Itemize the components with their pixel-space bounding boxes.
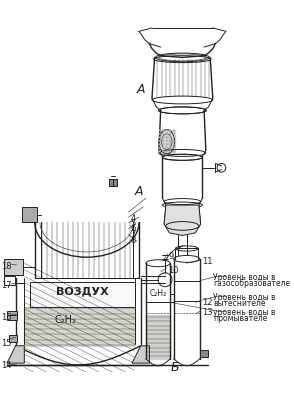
Circle shape: [169, 147, 171, 149]
Circle shape: [173, 147, 175, 149]
Circle shape: [169, 129, 171, 132]
Circle shape: [159, 140, 161, 142]
Polygon shape: [24, 307, 135, 346]
Circle shape: [162, 136, 164, 138]
Text: 7: 7: [130, 230, 136, 239]
Circle shape: [173, 143, 175, 145]
Circle shape: [169, 150, 171, 152]
Circle shape: [169, 136, 171, 138]
Circle shape: [162, 143, 164, 145]
Bar: [30, 282, 135, 307]
Bar: [22, 207, 37, 222]
Text: 15: 15: [1, 339, 11, 348]
Text: ВОЗДУХ: ВОЗДУХ: [56, 286, 109, 296]
Polygon shape: [7, 346, 24, 363]
Circle shape: [166, 140, 168, 142]
Text: 16: 16: [1, 313, 11, 322]
Text: 12: 12: [202, 298, 213, 307]
Circle shape: [166, 136, 168, 138]
Text: 4: 4: [130, 214, 136, 223]
Circle shape: [159, 129, 161, 132]
Text: 5: 5: [130, 219, 136, 228]
Text: 10: 10: [168, 266, 179, 275]
Text: 11: 11: [202, 257, 213, 266]
Bar: [7, 311, 17, 320]
Text: 17: 17: [1, 282, 11, 290]
Text: А: А: [135, 185, 143, 198]
Polygon shape: [132, 346, 149, 363]
Text: вытеснителе: вытеснителе: [213, 299, 265, 308]
Text: C₂H₂: C₂H₂: [54, 315, 76, 325]
Circle shape: [173, 150, 175, 152]
Text: 6: 6: [130, 224, 136, 233]
Polygon shape: [146, 315, 170, 359]
Circle shape: [173, 129, 175, 132]
Text: Уровень воды в: Уровень воды в: [213, 273, 275, 282]
Circle shape: [162, 140, 164, 142]
Circle shape: [166, 129, 168, 132]
Circle shape: [166, 143, 168, 145]
Polygon shape: [159, 130, 175, 154]
Bar: [200, 350, 208, 357]
Text: уровень воды в: уровень воды в: [213, 308, 275, 316]
Circle shape: [159, 150, 161, 152]
Circle shape: [159, 143, 161, 145]
Bar: [108, 179, 117, 186]
Text: 13: 13: [202, 308, 213, 318]
Polygon shape: [164, 205, 201, 236]
Circle shape: [166, 133, 168, 135]
Text: газособразователе: газособразователе: [213, 279, 290, 288]
Circle shape: [173, 140, 175, 142]
Circle shape: [159, 136, 161, 138]
Text: 14: 14: [1, 361, 11, 370]
Circle shape: [159, 147, 161, 149]
Text: 18: 18: [1, 262, 11, 270]
Text: 8: 8: [130, 236, 136, 245]
Circle shape: [166, 150, 168, 152]
Circle shape: [162, 147, 164, 149]
Circle shape: [173, 133, 175, 135]
Circle shape: [159, 133, 161, 135]
Bar: [4, 276, 15, 285]
Circle shape: [166, 147, 168, 149]
Circle shape: [173, 136, 175, 138]
Bar: [4, 259, 24, 274]
Text: промывателе: промывателе: [213, 314, 267, 323]
Circle shape: [162, 150, 164, 152]
Text: 9: 9: [168, 252, 174, 261]
Circle shape: [169, 133, 171, 135]
Circle shape: [162, 129, 164, 132]
Text: Б: Б: [170, 361, 179, 374]
Text: C₂H₂: C₂H₂: [149, 289, 167, 298]
Bar: [9, 335, 17, 342]
Text: Уровень воды в: Уровень воды в: [213, 293, 275, 302]
Text: А: А: [136, 84, 145, 96]
Circle shape: [169, 143, 171, 145]
Circle shape: [162, 133, 164, 135]
Circle shape: [169, 140, 171, 142]
